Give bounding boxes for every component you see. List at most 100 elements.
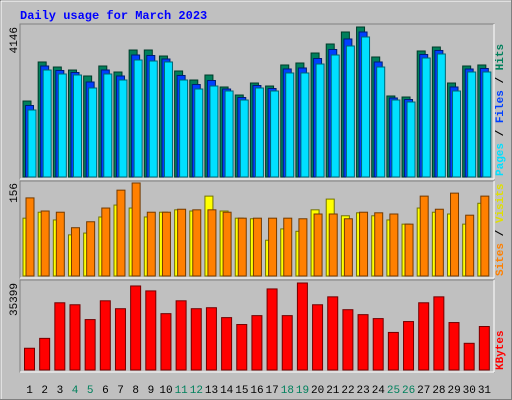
x-tick-label: 17 [266,385,279,397]
bar [389,213,399,277]
bar [298,218,308,277]
bar [281,315,293,371]
bar [101,207,111,277]
legend-entry: KBytes [495,330,507,370]
x-tick-label: 29 [447,385,460,397]
bar [372,318,384,371]
bar [254,87,264,178]
x-tick-label: 21 [326,385,340,397]
bar [361,36,371,178]
x-tick-label: 26 [402,385,415,397]
x-tick-label: 11 [175,385,189,397]
bar [421,57,431,178]
bar [179,79,189,178]
bar [376,66,386,178]
bar [251,315,263,371]
bar [387,331,399,371]
bar [224,90,234,178]
bar [328,213,338,277]
bar [72,74,82,178]
bar [70,227,80,277]
bar [207,209,217,277]
x-tick-label: 15 [235,385,248,397]
bar [404,223,414,277]
bar [146,211,156,277]
bar [69,304,81,371]
bar [374,212,384,277]
bar [145,290,157,371]
x-tick-label: 14 [220,385,234,397]
x-tick-label: 25 [387,385,400,397]
bar [54,302,66,371]
bar [222,211,232,277]
bar [160,313,172,371]
x-tick-label: 2 [41,385,48,397]
bar [177,208,187,277]
bar [237,217,247,277]
bar [175,300,187,371]
x-tick-label: 24 [372,385,386,397]
x-tick-label: 23 [357,385,370,397]
legend: Pages / Files / Hits [495,44,507,176]
x-tick-label: 6 [102,385,109,397]
bar [42,69,52,178]
bar [330,54,340,178]
bar [190,308,202,371]
bar [418,302,430,371]
bar [478,325,490,371]
bar [312,304,324,371]
bar [357,314,369,371]
x-tick-label: 9 [148,385,155,397]
bar [194,88,204,178]
bar [463,342,475,371]
bar [270,90,280,178]
chart-title: Daily usage for March 2023 [20,9,207,23]
bar [148,60,158,178]
legend-entry: Hits [495,44,507,70]
x-tick-label: 3 [57,385,64,397]
bar [55,211,65,277]
x-tick-label: 8 [132,385,139,397]
bar [103,73,113,178]
x-tick-label: 20 [311,385,324,397]
bar [84,319,96,371]
legend: Sites / Visits [495,184,507,276]
bar [163,61,173,178]
y-tick-label: 4146 [9,27,21,53]
x-tick-label: 27 [417,385,430,397]
bar [116,189,126,277]
bar [86,221,96,277]
bar [296,282,308,371]
x-tick-label: 31 [478,385,492,397]
x-tick-label: 28 [432,385,445,397]
bar [452,90,462,178]
bar [221,317,233,371]
bar [205,307,217,371]
bar [467,71,477,178]
bar [88,87,98,178]
bar [285,72,295,178]
bar [300,72,310,178]
bar [130,285,142,371]
y-tick-label: 35399 [9,283,21,316]
legend-entry: Visits [495,184,507,224]
bar [345,45,355,178]
bar [403,321,415,371]
bar [433,296,445,371]
bar [391,99,401,178]
legend-entry: Files [495,90,507,123]
x-tick-label: 7 [117,385,124,397]
bar [239,99,249,178]
x-tick-label: 30 [463,385,476,397]
bar [434,208,444,277]
x-tick-label: 10 [159,385,172,397]
bar [482,71,492,178]
x-tick-label: 18 [281,385,294,397]
bar [327,296,339,371]
x-tick-label: 1 [26,385,33,397]
bar [99,300,111,371]
bar [268,217,278,277]
bar [315,63,325,178]
bar [192,209,202,277]
